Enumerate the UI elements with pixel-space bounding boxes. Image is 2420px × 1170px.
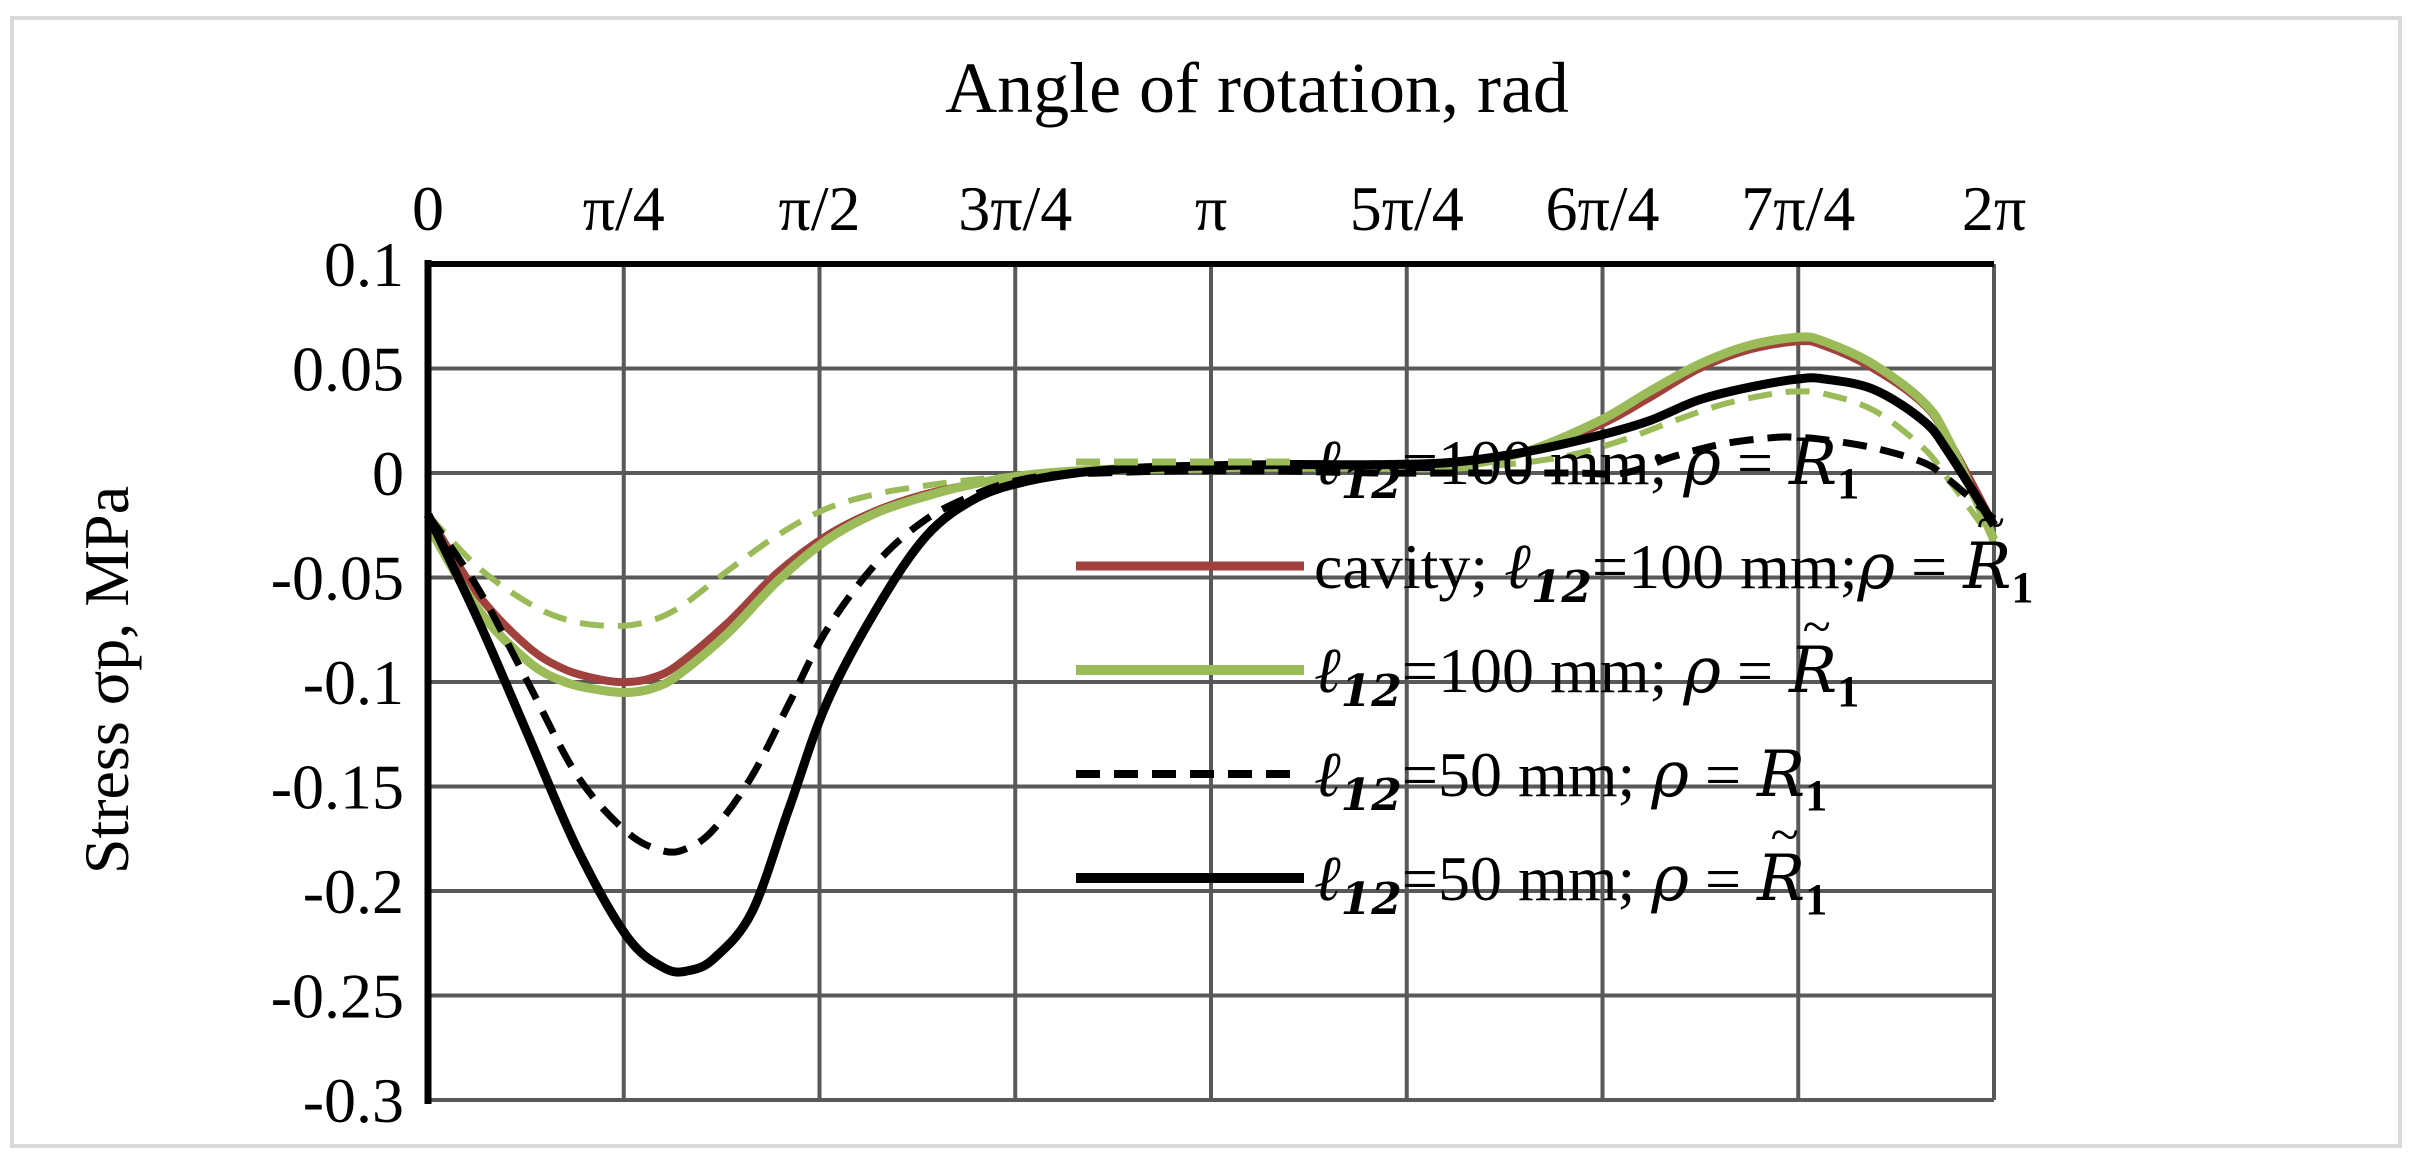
legend-part-sub: 12	[1341, 874, 1402, 925]
legend-part-eq: =	[1895, 531, 1963, 602]
grid	[428, 262, 1996, 1102]
x-tick-label: 2π	[1962, 173, 2026, 244]
legend-part-ell: ℓ	[1314, 842, 1341, 916]
x-tick-label: 3π/4	[958, 173, 1072, 244]
y-tick-label: -0.2	[303, 856, 404, 927]
legend-part-sub: 12	[1341, 666, 1402, 717]
legend-part-sub: 12	[1341, 770, 1402, 821]
series-line-1	[425, 388, 1997, 629]
x-tick-label: 6π/4	[1545, 173, 1659, 244]
legend-part-eq: =	[1721, 427, 1789, 498]
x-tick-label: π/4	[583, 173, 665, 244]
legend-tilde: ~	[1771, 807, 1799, 864]
series-line-5	[423, 373, 1998, 977]
legend-part-eq: =	[1689, 739, 1757, 810]
legend-part-eq: =	[1689, 843, 1757, 914]
legend-part-rho: ρ	[1682, 634, 1721, 708]
legend-part-rsub: 1	[1805, 771, 1827, 820]
legend-part-ell: ℓ	[1314, 634, 1341, 708]
legend-part-R: R	[1962, 530, 2011, 604]
y-tick-label: 0	[372, 438, 404, 509]
legend-tilde: ~	[1803, 599, 1831, 656]
legend-part-rho: ρ	[1856, 530, 1895, 604]
series-layer	[423, 332, 1999, 977]
legend-part-ell: ℓ	[1314, 426, 1341, 500]
legend-label-4: ℓ12=50 mm; ρ = R1	[1314, 738, 1827, 821]
legend-part-ell: ℓ	[1314, 738, 1341, 812]
legend-part-mid: =100 mm;	[1402, 635, 1683, 706]
chart-frame: 0 π/4 π/2 3π/4 π 5π/4 6π/4 7π/4 2π 0.1 0.05 0 -0.05…	[10, 16, 2402, 1148]
y-tick-label: -0.05	[271, 543, 404, 614]
legend-part-rsub: 1	[1805, 875, 1827, 924]
legend-part-R: R	[1788, 426, 1837, 500]
y-axis-label: Stress σp, MPa	[71, 486, 142, 874]
x-axis-label: Angle of rotation, rad	[945, 48, 1569, 128]
legend-part-R: R	[1788, 634, 1837, 708]
legend-label-2: cavity; ℓ12=100 mm;ρ = R1	[1314, 530, 2033, 613]
legend-part-sub: 12	[1341, 458, 1402, 509]
x-tick-label: π	[1195, 173, 1227, 244]
legend-part-R: R	[1756, 842, 1805, 916]
legend-tilde: ~	[1977, 495, 2005, 552]
y-tick-label: 0.05	[292, 334, 404, 405]
legend-part-mid: =50 mm;	[1402, 739, 1651, 810]
x-tick-label: π/2	[778, 173, 860, 244]
legend-part-mid: =100 mm;	[1592, 531, 1857, 602]
y-tick-label: -0.1	[303, 647, 404, 718]
y-tick-label: -0.3	[303, 1065, 404, 1136]
y-tick-label: 0.1	[324, 229, 404, 300]
legend-part-R: R	[1756, 738, 1805, 812]
legend-part-mid: =50 mm;	[1402, 843, 1651, 914]
legend-part-sub: 12	[1531, 562, 1592, 613]
legend-part-rsub: 1	[1837, 667, 1859, 716]
x-tick-labels: 0 π/4 π/2 3π/4 π 5π/4 6π/4 7π/4 2π	[412, 173, 2026, 244]
y-tick-labels: 0.1 0.05 0 -0.05 -0.1 -0.15 -0.2 -0.25 -0.3	[271, 229, 404, 1136]
legend-label-5: ℓ12=50 mm; ρ = R1	[1314, 842, 1827, 925]
legend-label-1: ℓ12=100 mm; ρ = R1	[1314, 426, 1859, 509]
legend-part-rho: ρ	[1650, 842, 1689, 916]
legend-part-ell: ℓ	[1504, 530, 1531, 604]
chart: 0 π/4 π/2 3π/4 π 5π/4 6π/4 7π/4 2π 0.1 0.05 0 -0.05…	[71, 48, 2033, 1136]
legend-part-rho: ρ	[1650, 738, 1689, 812]
legend-part-mid: =100 mm;	[1402, 427, 1683, 498]
legend-part-rsub: 1	[1837, 459, 1859, 508]
legend-part-eq: =	[1721, 635, 1789, 706]
x-tick-label: 5π/4	[1350, 173, 1464, 244]
x-tick-label: 7π/4	[1741, 173, 1855, 244]
legend-part-pre: cavity;	[1314, 531, 1504, 602]
legend-label-3: ℓ12=100 mm; ρ = R1	[1314, 634, 1859, 717]
legend-part-rsub: 1	[2011, 563, 2033, 612]
y-tick-label: -0.15	[271, 752, 404, 823]
legend-part-rho: ρ	[1682, 426, 1721, 500]
x-tick-label: 0	[412, 173, 444, 244]
y-tick-label: -0.25	[271, 961, 404, 1032]
axes	[424, 260, 1994, 1104]
